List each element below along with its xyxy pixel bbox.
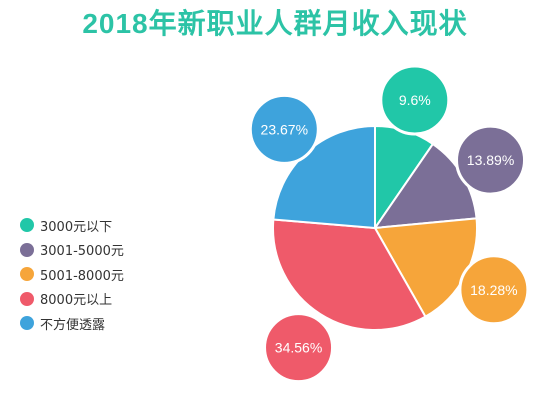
data-label: 23.67% [261, 121, 308, 137]
data-label: 13.89% [467, 152, 514, 168]
data-label: 9.6% [399, 92, 431, 108]
legend-swatch [20, 218, 34, 233]
value-bubble [379, 64, 451, 136]
legend-label: 5001-8000元 [40, 268, 124, 284]
legend-item: 5001-8000元 [20, 262, 124, 287]
legend-label: 3000元以下 [40, 219, 113, 235]
legend-label: 8000元以上 [40, 293, 113, 309]
legend-swatch [20, 291, 34, 306]
value-bubble [248, 93, 320, 165]
pie-slice [272, 218, 427, 331]
value-bubble [458, 254, 530, 326]
value-bubble [263, 312, 335, 384]
legend-item: 8000元以上 [20, 287, 124, 312]
legend-swatch [20, 267, 34, 282]
legend-label: 3001-5000元 [40, 244, 124, 260]
legend: 3000元以下 3001-5000元 5001-8000元 8000元以上 不方… [20, 213, 124, 336]
legend-item: 3000元以下 [20, 213, 124, 238]
value-bubble [455, 124, 527, 196]
legend-swatch [20, 316, 34, 331]
chart-title: 2018年新职业人群月收入现状 [82, 8, 468, 39]
legend-item: 不方便透露 [20, 311, 124, 336]
data-label: 18.28% [470, 282, 517, 298]
pie-slices [272, 124, 478, 331]
data-label: 34.56% [275, 340, 322, 356]
legend-label: 不方便透露 [40, 317, 106, 333]
legend-item: 3001-5000元 [20, 238, 124, 263]
legend-swatch [20, 242, 34, 257]
value-bubbles: 9.6% 13.89% 18.28% 34.56% 23.67% [248, 64, 530, 384]
